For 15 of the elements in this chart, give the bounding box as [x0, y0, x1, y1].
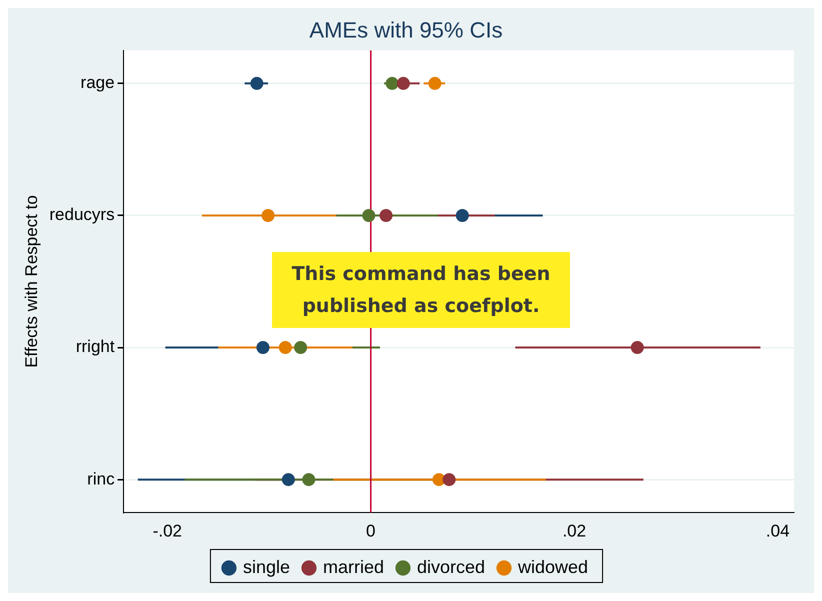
x-tick-label: .02 [562, 521, 586, 540]
y-tick-label: rright [76, 337, 115, 356]
legend-label: widowed [517, 556, 588, 577]
annotation: This command has been published as coefplot. [272, 252, 570, 328]
legend-label: divorced [416, 556, 486, 577]
legend-label: single [242, 556, 290, 577]
y-tick-label: rage [80, 73, 115, 92]
y-axis-title: Effects with Respect to [22, 195, 41, 368]
x-tick-label: -.02 [152, 521, 182, 540]
y-tick-label: rinc [87, 469, 116, 488]
legend-label: married [322, 556, 384, 577]
y-tick-label: reducyrs [49, 205, 115, 224]
x-tick-label: .04 [766, 521, 790, 540]
x-tick-label: 0 [366, 521, 376, 540]
chart-title: AMEs with 95% CIs [309, 17, 503, 42]
